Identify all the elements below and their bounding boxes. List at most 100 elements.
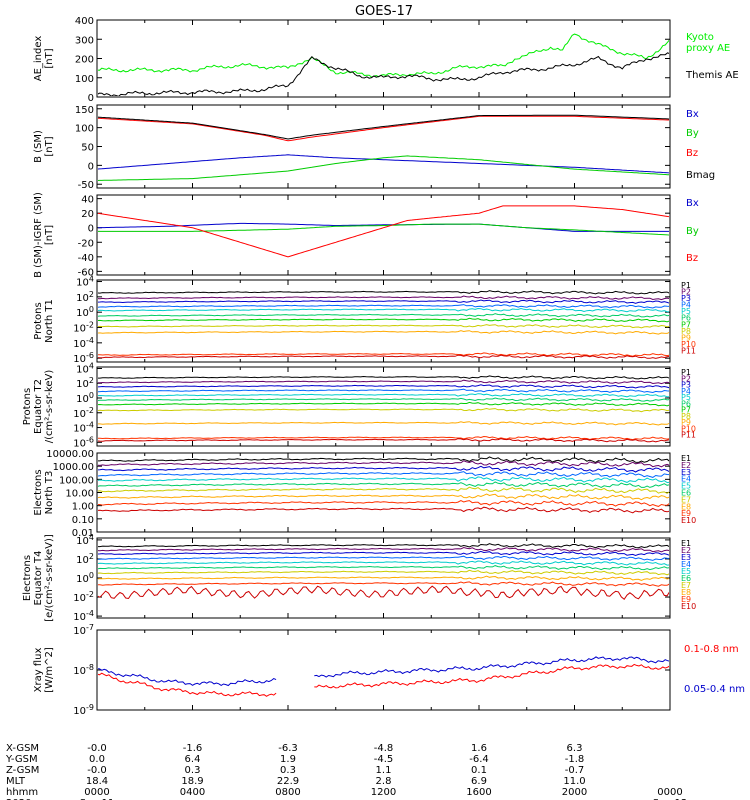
channel-line-p11 (98, 354, 669, 359)
footer-value: 6.3 (567, 743, 583, 754)
footer-row-label: Z-GSM (6, 765, 39, 776)
figure-title: GOES-17 (355, 4, 413, 19)
y-tick-label: 300 (75, 35, 94, 46)
y-axis-label: B (SM) (33, 130, 44, 163)
footer-value: -4.5 (374, 754, 394, 765)
channel-label: E8 (681, 502, 691, 511)
channel-line-p7 (98, 317, 669, 323)
channel-line-e10 (98, 585, 669, 601)
y-tick-label: 104 (76, 533, 94, 547)
channel-label: P7 (681, 320, 691, 329)
channel-line-p1 (98, 375, 669, 380)
y-axis-label: Protons (33, 302, 44, 339)
y-tick-label: 10-2 (73, 590, 94, 604)
footer-value: 1.6 (471, 743, 487, 754)
channel-line-p3 (98, 384, 669, 389)
series-line-by (98, 155, 669, 181)
footer-value: -6.3 (278, 743, 298, 754)
channel-line-e2 (98, 546, 669, 553)
footer-value: -0.0 (87, 765, 107, 776)
y-tick-label: 50 (81, 143, 94, 154)
y-axis-label: North T3 (44, 471, 55, 515)
footer-date-start: Sep 11 (80, 798, 115, 800)
panel-frame (96, 104, 671, 189)
y-tick-label: 102 (76, 290, 94, 304)
legend-label: 0.05-0.4 nm (684, 684, 745, 695)
legend-label: By (686, 226, 699, 237)
channel-line-p10 (98, 352, 669, 357)
channel-label: P1 (681, 368, 691, 377)
footer-value: -1.6 (183, 743, 203, 754)
series-line-kyoto-proxy-ae (98, 33, 669, 78)
channel-line-p2 (98, 295, 669, 301)
channel-label: P6 (681, 314, 691, 323)
footer-value: -4.8 (374, 743, 394, 754)
footer-value: 2.8 (376, 776, 392, 787)
channel-line-p6 (98, 397, 669, 402)
series-line-by (98, 223, 669, 236)
channel-line-p10 (98, 435, 669, 441)
channel-label: E6 (681, 489, 691, 498)
footer-value: -1.8 (565, 754, 585, 765)
footer-value: 0.3 (280, 765, 296, 776)
y-tick-label: -40 (78, 253, 94, 264)
channel-label: E2 (681, 461, 691, 470)
footer-row-label: Y-GSM (5, 754, 38, 765)
channel-line-e6 (98, 565, 669, 571)
series-line-0-05-0-4-nm (98, 656, 669, 687)
channel-line-p5 (98, 393, 669, 398)
channel-label: P11 (681, 431, 696, 440)
y-tick-label: -50 (78, 180, 94, 191)
series-line-0-1-0-8-nm (98, 663, 669, 697)
y-tick-label: 10-7 (73, 623, 94, 637)
channel-label: P3 (681, 381, 691, 390)
legend-label: Kyoto (686, 32, 714, 43)
footer-value: 0000 (84, 787, 109, 798)
channel-label: E4 (681, 560, 691, 569)
channel-label: P1 (681, 281, 691, 290)
y-axis-label: [nT] (44, 48, 55, 68)
channel-label: E5 (681, 482, 691, 491)
channel-line-e4 (98, 555, 669, 561)
legend-label: proxy AE (686, 43, 730, 54)
y-axis-label: Electrons (33, 469, 44, 515)
y-tick-label: 100 (75, 74, 94, 85)
channel-label: P7 (681, 406, 691, 415)
y-tick-label: 10-2 (73, 321, 94, 335)
channel-line-e5 (98, 476, 669, 484)
footer-value: 0.3 (185, 765, 201, 776)
legend-label: Bx (686, 198, 699, 209)
y-tick-label: 10-2 (73, 406, 94, 420)
channel-label: P5 (681, 307, 691, 316)
footer-date-end: Sep 12 (653, 798, 688, 800)
y-axis-label: [e/(cm²-s-sr-keV)] (44, 534, 55, 622)
channel-line-e5 (98, 560, 669, 566)
channel-label: E8 (681, 588, 691, 597)
y-tick-label: 0.01 (72, 528, 94, 539)
channel-label: P5 (681, 393, 691, 402)
channel-line-p1 (98, 290, 669, 295)
y-tick-label: 102 (76, 552, 94, 566)
series-line-bz (98, 115, 669, 142)
series-line-themis-ae (98, 52, 669, 96)
y-tick-label: 10.00 (65, 489, 94, 500)
footer-row-label: X-GSM (6, 743, 39, 754)
channel-label: P8 (681, 412, 691, 421)
y-tick-label: 40 (81, 195, 94, 206)
legend-label: By (686, 128, 699, 139)
channel-line-e7 (98, 569, 669, 576)
channel-label: P10 (681, 424, 696, 433)
footer-value: 1600 (466, 787, 491, 798)
channel-line-p9 (98, 330, 669, 335)
y-tick-label: 10-4 (73, 421, 94, 435)
y-tick-label: 0 (88, 161, 94, 172)
footer-value: 2000 (562, 787, 587, 798)
footer-value: 11.0 (563, 776, 585, 787)
y-tick-label: 10-6 (73, 351, 94, 365)
y-axis-label: B (SM)-IGRF (SM) (33, 192, 44, 278)
y-axis-label: [nT] (44, 136, 55, 156)
y-tick-label: 0 (88, 224, 94, 235)
footer-value: 18.4 (86, 776, 108, 787)
